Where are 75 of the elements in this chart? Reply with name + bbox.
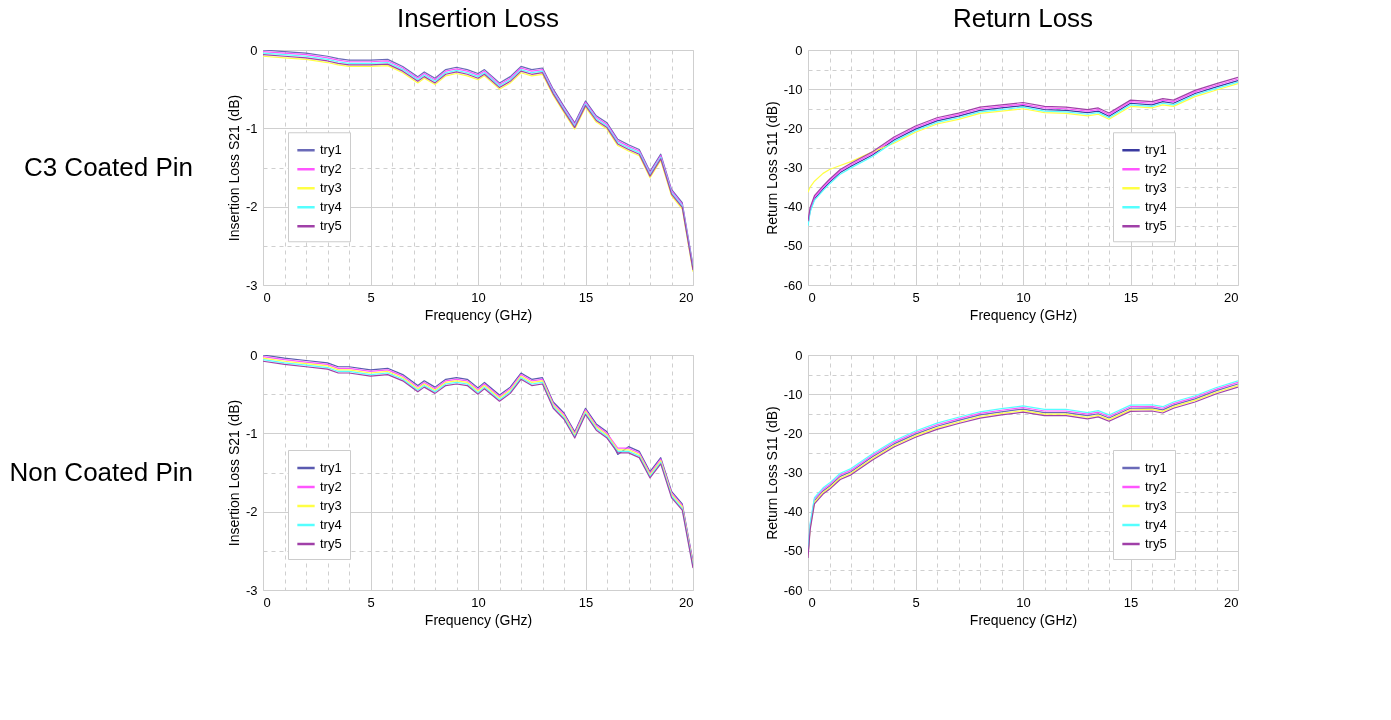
text: C3 Coated Pin (23, 151, 193, 182)
x-tick-label: 5 (912, 594, 920, 610)
x-tick-label: 10 (471, 289, 486, 305)
y-tick-label: -40 (783, 504, 803, 520)
y-axis-title: Return Loss S11 (dB) (763, 406, 780, 540)
text: Non Coated Pin (9, 456, 193, 487)
y-tick-label: -30 (783, 465, 803, 480)
y-tick-label: -20 (783, 425, 803, 441)
y-tick-label: -3 (245, 582, 258, 598)
chart-title: Return Loss (952, 3, 1094, 33)
y-tick-label: -30 (783, 160, 803, 175)
legend-label: try5 (320, 536, 342, 551)
legend-label: try5 (320, 218, 342, 234)
line-series (808, 83, 1238, 193)
legend-label: try1 (320, 142, 342, 158)
legend-label: try4 (1145, 199, 1167, 215)
y-axis-title: Insertion Loss S21 (dB) (225, 399, 242, 547)
x-tick-label: 10 (1016, 289, 1031, 305)
y-tick-label: 0 (795, 42, 803, 58)
y-tick-label: -1 (245, 120, 258, 136)
x-tick-label: 15 (578, 289, 594, 305)
x-tick-label: 5 (367, 594, 375, 610)
x-tick-label: 10 (471, 594, 486, 610)
x-axis-title: Frequency (GHz) (969, 306, 1078, 323)
y-tick-label: -3 (245, 277, 258, 293)
legend-label: try1 (320, 460, 342, 475)
legend-label: try2 (320, 161, 342, 177)
legend-label: try3 (320, 180, 342, 196)
y-tick-label: 0 (250, 347, 258, 363)
x-axis-title: Frequency (GHz) (969, 611, 1078, 628)
y-tick-label: -50 (783, 238, 803, 254)
y-tick-label: -40 (783, 199, 803, 215)
x-tick-label: 0 (808, 594, 816, 610)
legend-label: try4 (320, 517, 342, 532)
x-tick-label: 0 (263, 594, 271, 610)
y-tick-label: -10 (783, 81, 803, 97)
x-tick-label: 10 (1016, 594, 1031, 610)
y-tick-label: -20 (783, 120, 803, 136)
x-tick-label: 5 (912, 289, 920, 305)
legend-label: try4 (320, 199, 342, 215)
legend-label: try2 (1145, 479, 1167, 494)
x-tick-label: 20 (679, 594, 694, 610)
x-axis-title: Frequency (GHz) (424, 306, 533, 323)
legend-label: try5 (1145, 536, 1167, 551)
x-tick-label: 20 (679, 289, 694, 305)
x-axis-title: Frequency (GHz) (424, 611, 533, 628)
legend-label: try5 (1145, 218, 1167, 234)
legend-label: try1 (1145, 142, 1167, 158)
y-tick-label: -2 (245, 199, 258, 215)
x-tick-label: 0 (263, 289, 271, 305)
y-tick-label: -2 (245, 504, 258, 520)
y-axis-title: Return Loss S11 (dB) (763, 101, 780, 235)
y-tick-label: 0 (795, 347, 803, 363)
y-axis-title: Insertion Loss S21 (dB) (225, 94, 242, 242)
legend-label: try3 (1145, 180, 1167, 196)
legend-label: try1 (1145, 460, 1167, 475)
x-tick-label: 15 (1123, 289, 1139, 305)
legend-label: try3 (1145, 498, 1167, 513)
legend-label: try4 (1145, 517, 1167, 532)
x-tick-label: 20 (1224, 289, 1239, 305)
x-tick-label: 15 (1123, 594, 1139, 610)
y-tick-label: -50 (783, 543, 803, 559)
y-tick-label: -1 (245, 425, 258, 441)
y-tick-label: -60 (783, 582, 803, 598)
y-tick-label: -10 (783, 386, 803, 402)
x-tick-label: 0 (808, 289, 816, 305)
x-tick-label: 15 (578, 594, 594, 610)
legend-label: try3 (320, 498, 342, 513)
y-tick-label: 0 (250, 42, 258, 58)
x-tick-label: 5 (367, 289, 375, 305)
x-tick-label: 20 (1224, 594, 1239, 610)
legend-label: try2 (1145, 161, 1167, 177)
y-tick-label: -60 (783, 277, 803, 293)
legend-label: try2 (320, 479, 342, 494)
chart-title: Insertion Loss (397, 3, 559, 33)
